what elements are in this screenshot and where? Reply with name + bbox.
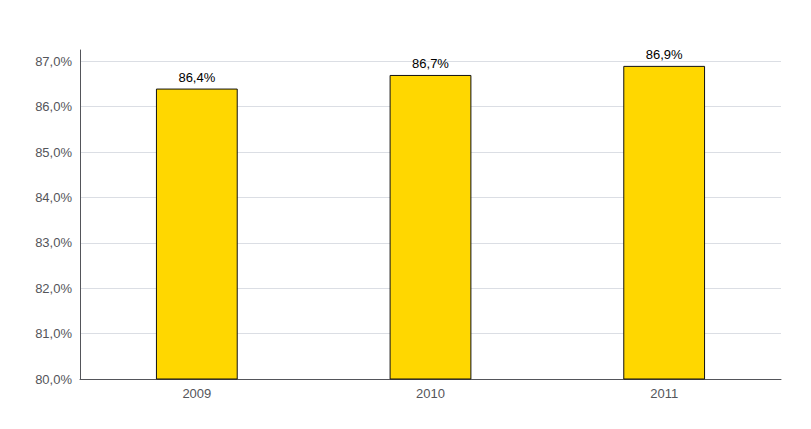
svg-text:2010: 2010 [416,386,445,401]
svg-text:86,0%: 86,0% [35,99,72,114]
svg-text:86,7%: 86,7% [412,56,449,71]
svg-text:81,0%: 81,0% [35,326,72,341]
svg-text:82,0%: 82,0% [35,281,72,296]
svg-text:86,4%: 86,4% [178,70,215,85]
svg-text:87,0%: 87,0% [35,54,72,69]
svg-text:2011: 2011 [650,386,678,401]
svg-text:2009: 2009 [182,386,211,401]
svg-text:85,0%: 85,0% [35,145,72,160]
svg-text:84,0%: 84,0% [35,190,72,205]
svg-text:83,0%: 83,0% [35,235,72,250]
svg-text:80,0%: 80,0% [35,372,72,387]
svg-text:86,9%: 86,9% [646,47,683,62]
